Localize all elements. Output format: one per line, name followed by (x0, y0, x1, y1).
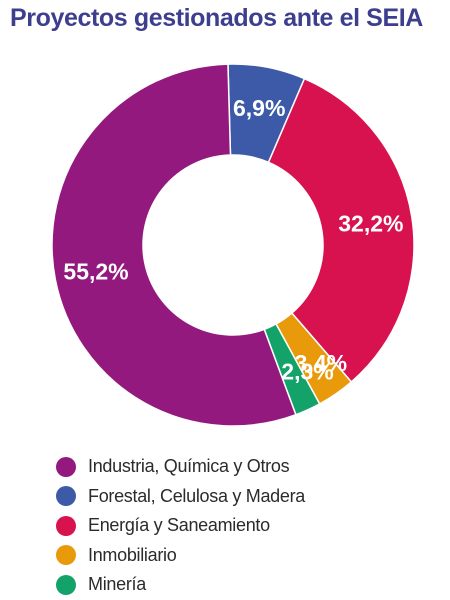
legend-item-industria-quimica-y-otros: Industria, Química y Otros (56, 452, 416, 482)
legend-label: Inmobiliario (88, 544, 177, 565)
chart-legend: Industria, Química y Otros Forestal, Celu… (56, 452, 416, 600)
legend-label: Industria, Química y Otros (88, 456, 290, 477)
legend-item-forestal-celulosa-y-madera: Forestal, Celulosa y Madera (56, 482, 416, 512)
slice-industria-quimica-y-otros (51, 63, 297, 427)
legend-label: Minería (88, 574, 146, 595)
data-label-forestal-celulosa-y-madera: 6,9% (233, 95, 285, 121)
legend-item-inmobiliario: Inmobiliario (56, 541, 416, 571)
legend-swatch-icon (56, 545, 76, 566)
data-label-energia-y-saneamiento: 32,2% (338, 211, 403, 237)
legend-label: Forestal, Celulosa y Madera (88, 485, 305, 506)
slice-energia-y-saneamiento (267, 77, 415, 383)
data-label-inmobiliario: 3,4% (295, 350, 347, 376)
legend-swatch-icon (56, 486, 76, 507)
data-label-industria-quimica-y-otros: 55,2% (63, 259, 128, 285)
legend-item-mineria: Minería (56, 570, 416, 600)
data-label-mineria: 2,3% (281, 359, 333, 385)
legend-swatch-icon (56, 574, 76, 595)
chart-title: Proyectos gestionados ante el SEIA (10, 4, 423, 32)
legend-label: Energía y Saneamiento (88, 515, 270, 536)
legend-swatch-icon (56, 515, 76, 536)
legend-item-energia-y-saneamiento: Energía y Saneamiento (56, 511, 416, 541)
legend-swatch-icon (56, 456, 76, 477)
